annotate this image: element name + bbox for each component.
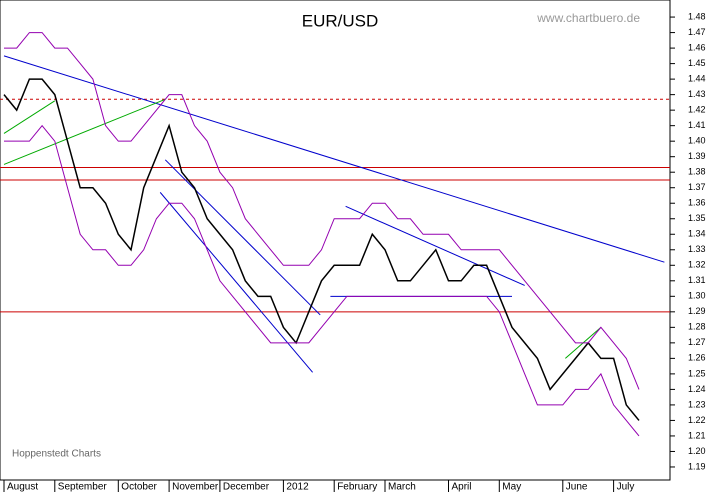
y-tick-label: 1.43	[688, 89, 706, 99]
x-tick-label: March	[388, 482, 416, 492]
y-tick-label: 1.42	[688, 105, 706, 115]
trendline	[3, 98, 166, 165]
y-tick-label: 1.19	[688, 461, 706, 471]
trendline	[164, 159, 321, 316]
x-tick-label: November	[172, 482, 219, 492]
chart-title: EUR/USD	[302, 11, 379, 30]
trendline	[3, 55, 665, 263]
y-tick-label: 1.28	[688, 322, 706, 332]
y-tick-label: 1.27	[688, 337, 706, 347]
y-tick-label: 1.24	[688, 384, 706, 394]
y-tick-label: 1.29	[688, 306, 706, 316]
y-tick-label: 1.35	[688, 213, 706, 223]
watermark: www.chartbuero.de	[536, 11, 640, 25]
plot-frame	[0, 0, 671, 481]
y-tick-label: 1.44	[688, 73, 706, 83]
x-tick-label: 2012	[286, 482, 309, 492]
y-tick-label: 1.48	[688, 11, 706, 21]
y-tick-label: 1.38	[688, 167, 706, 177]
x-tick-label: February	[337, 482, 377, 492]
x-tick-label: June	[566, 482, 588, 492]
y-tick-label: 1.36	[688, 198, 706, 208]
trendline	[3, 100, 56, 134]
trendline	[159, 192, 313, 373]
y-tick-label: 1.21	[688, 430, 706, 440]
y-tick-label: 1.37	[688, 182, 706, 192]
y-tick-label: 1.23	[688, 399, 706, 409]
x-tick-label: October	[121, 482, 157, 492]
source: Hoppenstedt Charts	[12, 449, 101, 460]
band-line	[4, 32, 640, 390]
y-tick-label: 1.40	[688, 136, 706, 146]
y-tick-label: 1.20	[688, 446, 706, 456]
x-tick-label: May	[502, 482, 521, 492]
y-tick-label: 1.22	[688, 415, 706, 425]
y-tick-label: 1.39	[688, 151, 706, 161]
band-line	[4, 124, 640, 437]
y-tick-label: 1.45	[688, 58, 706, 68]
trendline	[345, 205, 525, 286]
y-tick-label: 1.26	[688, 353, 706, 363]
x-tick-label: April	[452, 482, 472, 492]
y-tick-label: 1.47	[688, 27, 706, 37]
x-tick-label: December	[223, 482, 270, 492]
y-tick-label: 1.46	[688, 42, 706, 52]
y-tick-label: 1.41	[688, 120, 706, 130]
y-tick-label: 1.25	[688, 368, 706, 378]
x-tick-label: August	[7, 482, 38, 492]
y-tick-label: 1.31	[688, 275, 706, 285]
y-tick-label: 1.30	[688, 291, 706, 301]
y-tick-label: 1.33	[688, 244, 706, 254]
y-tick-label: 1.32	[688, 260, 706, 270]
price-line	[3, 78, 640, 421]
x-tick-label: July	[617, 482, 635, 492]
x-tick-label: September	[58, 482, 108, 492]
y-tick-label: 1.34	[688, 229, 706, 239]
